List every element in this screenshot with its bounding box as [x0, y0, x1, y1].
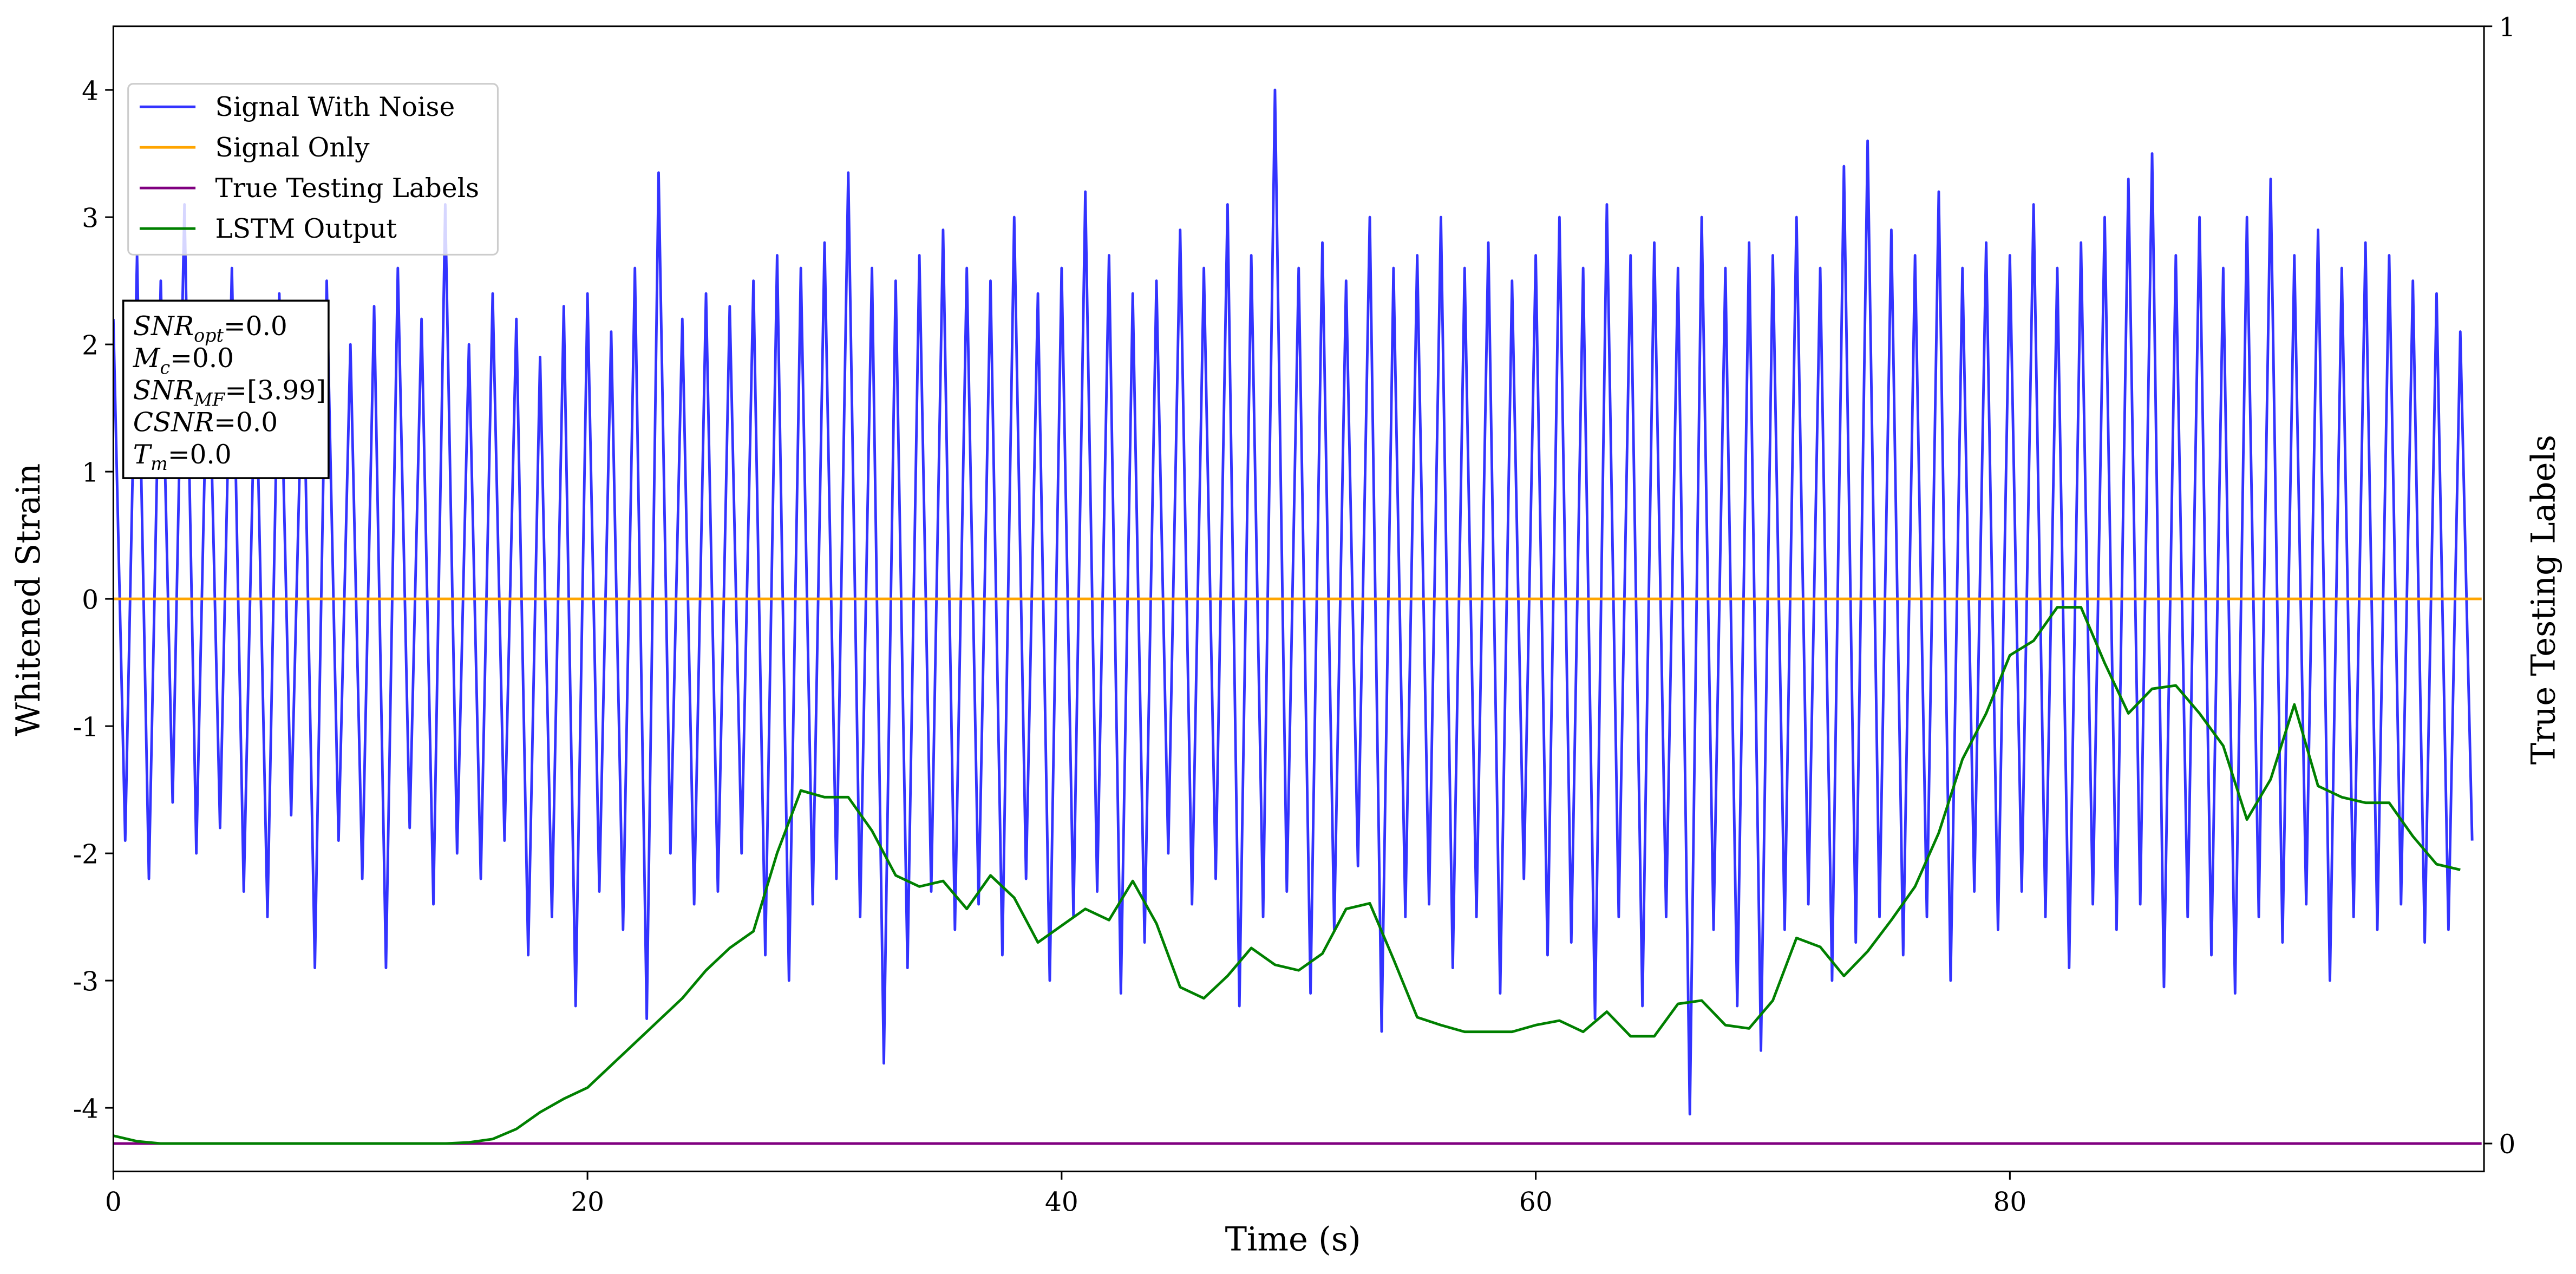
y2-tick-label: 0: [2499, 1129, 2515, 1160]
annotation-value: =0.0: [224, 311, 287, 342]
series-line: [113, 606, 2461, 1145]
legend-label: True Testing Labels: [215, 173, 480, 204]
annotation-symbol: SNR: [133, 311, 194, 342]
annotation-subscript: m: [151, 453, 168, 474]
legend-label: Signal With Noise: [215, 92, 455, 122]
y-axis-label: Whitened Strain: [10, 463, 48, 736]
legend-label: LSTM Output: [215, 214, 397, 244]
series-line: [113, 88, 2474, 1116]
annotation-value: =[3.99]: [225, 375, 326, 406]
y-tick-label: 2: [82, 330, 99, 361]
y-tick-label: 3: [82, 203, 99, 233]
annotation-value: =0.0: [214, 408, 278, 438]
y-tick-label: -4: [73, 1094, 99, 1124]
annotation-frame: [122, 299, 330, 479]
annotation-value: =0.0: [168, 440, 232, 470]
annotation-line: SNRopt=0.0: [133, 311, 287, 346]
legend-frame: [127, 83, 499, 256]
annotation-subscript: c: [160, 357, 171, 378]
annotation-line: Mc=0.0: [133, 343, 234, 378]
annotation-line: CSNR=0.0: [133, 408, 278, 438]
annotation-subscript: opt: [194, 325, 224, 346]
y-tick-label: -1: [73, 712, 99, 742]
y-tick-label: -3: [73, 966, 99, 997]
x-tick-label: 80: [1993, 1187, 2026, 1217]
y-tick-label: 1: [82, 458, 99, 488]
y2-axis-label: True Testing Labels: [2525, 435, 2563, 765]
annotation-symbol: T: [133, 440, 153, 470]
annotation-symbol: CSNR: [133, 408, 214, 438]
y-tick-label: 4: [82, 76, 99, 106]
y2-tick-label: 1: [2499, 12, 2515, 43]
plot-area: [113, 88, 2482, 1145]
x-axis-label: Time (s): [1225, 1220, 1361, 1258]
legend: Signal With Noise Signal Only True Testing…: [127, 83, 499, 256]
annotation-line: SNRMF=[3.99]: [133, 375, 326, 410]
annotation-subscript: MF: [193, 389, 226, 410]
annotation-value: =0.0: [170, 343, 234, 374]
y-tick-label: -2: [73, 839, 99, 870]
legend-label: Signal Only: [215, 133, 370, 163]
annotation-line: Tm=0.0: [133, 440, 232, 474]
x-tick-label: 20: [571, 1187, 604, 1217]
x-tick-label: 0: [105, 1187, 122, 1217]
x-tick-label: 60: [1519, 1187, 1553, 1217]
annotation-symbol: M: [133, 343, 161, 374]
y-tick-label: 0: [82, 585, 99, 615]
annotation-symbol: SNR: [133, 375, 194, 406]
annotation: SNRopt=0.0Mc=0.0SNRMF=[3.99]CSNR=0.0Tm=0…: [122, 299, 330, 479]
x-tick-label: 40: [1045, 1187, 1078, 1217]
